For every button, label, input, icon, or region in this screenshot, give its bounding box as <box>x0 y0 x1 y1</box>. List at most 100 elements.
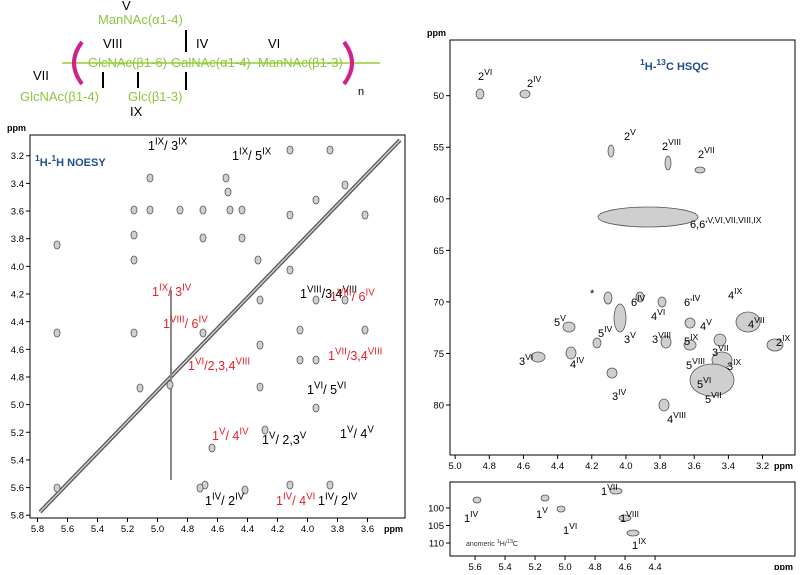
peak <box>256 295 264 305</box>
text-segment: 6' <box>684 297 692 309</box>
panel-title: 1H-1H NOESY <box>35 153 106 169</box>
superscript: V <box>300 430 307 441</box>
superscript: IX <box>690 332 698 342</box>
peak-label: 4V <box>700 317 712 333</box>
x-tick-label: 4.6 <box>618 562 631 570</box>
y-axis-label: ppm <box>7 123 26 133</box>
text-segment: / 5 <box>323 383 337 397</box>
plot-frame <box>449 481 796 557</box>
peak <box>136 383 144 393</box>
text-segment: / 3 <box>164 139 178 153</box>
superscript: V <box>630 330 636 340</box>
x-tick-label: 5.4 <box>91 524 104 535</box>
x-tick-label: 5.8 <box>31 524 44 535</box>
structure-lines <box>62 30 380 90</box>
superscript: IX <box>782 333 790 343</box>
text-segment: 1 <box>276 494 283 508</box>
peak-label: 5IV <box>598 324 613 340</box>
text-segment: anomeric <box>466 541 497 548</box>
text-segment: 3 <box>624 334 630 346</box>
text-segment: 5 <box>686 360 692 372</box>
superscript: IV <box>199 314 209 325</box>
text-segment: 4 <box>728 290 734 302</box>
peak <box>361 325 369 335</box>
text-segment: 1 <box>536 509 542 521</box>
structure-label: IV <box>196 36 209 51</box>
text-segment: H- <box>645 61 657 73</box>
peak <box>664 155 672 171</box>
peak <box>689 363 735 397</box>
peak <box>254 255 262 265</box>
superscript: IV <box>637 293 645 303</box>
y-tick-label: 5.6 <box>11 483 24 494</box>
text-segment: 3 <box>612 391 618 403</box>
peak <box>286 265 294 275</box>
superscript: V <box>347 424 354 435</box>
superscript: V <box>630 127 636 137</box>
panel-title: 1H-13C HSQC <box>640 57 709 73</box>
y-tick-label: 3.2 <box>11 151 24 162</box>
superscript: VI <box>569 521 577 531</box>
superscript: VIII <box>307 284 322 295</box>
x-tick-label: 4.8 <box>181 524 194 535</box>
x-tick-label: 4.0 <box>301 524 314 535</box>
y-tick-label: 55 <box>433 143 444 154</box>
peak <box>609 487 623 495</box>
text-segment: / 4 <box>225 429 239 443</box>
structure-label: ManNAc(β1-3) <box>258 55 343 70</box>
superscript: IV <box>533 74 541 84</box>
superscript: IV <box>182 282 192 293</box>
y-tick-label: 105 <box>428 521 444 532</box>
text-segment: 1 <box>262 433 269 447</box>
text-segment: 6 <box>631 297 637 309</box>
superscript: VIII <box>170 314 185 325</box>
peak-label: 1IX/ 3IX <box>148 136 188 153</box>
peak <box>603 291 613 305</box>
superscript: VIII <box>342 284 357 295</box>
x-axis-label: ppm <box>774 562 793 570</box>
superscript: V <box>367 424 374 435</box>
peak-label: 4VIII <box>667 410 686 426</box>
x-axis-label: ppm <box>774 461 793 471</box>
x-tick-label: 4.8 <box>588 562 601 570</box>
text-segment: 1 <box>464 513 470 525</box>
peak-label: 1VI/ 5VI <box>307 380 346 397</box>
text-segment: 5 <box>697 379 703 391</box>
y-axis-label: ppm <box>427 28 446 38</box>
x-tick-label: 3.4 <box>722 461 735 472</box>
text-segment: H NOESY <box>56 157 106 169</box>
text-segment: 1 <box>318 494 325 508</box>
peak <box>361 210 369 220</box>
superscript: VI <box>657 307 665 317</box>
superscript: IX <box>159 282 169 293</box>
peak-label: 5VI <box>697 375 711 391</box>
peak-label: 6,6'V,VI,VII,VIII,IX <box>690 215 762 231</box>
text-segment: C <box>513 541 518 548</box>
peak <box>556 505 566 513</box>
text-segment: 4 <box>651 311 657 323</box>
peak <box>312 195 320 205</box>
peak <box>613 303 627 333</box>
peak-label: 5VII <box>705 390 722 406</box>
superscript: IX <box>733 357 741 367</box>
text-segment: C HSQC <box>666 61 709 73</box>
superscript: VIII <box>658 330 671 340</box>
peak <box>312 295 320 305</box>
peak <box>519 89 531 99</box>
superscript: VIII <box>235 356 250 367</box>
y-tick-label: 75 <box>433 349 444 360</box>
y-tick-label: 65 <box>433 246 444 257</box>
y-tick-label: 5.2 <box>11 428 24 439</box>
x-tick-label: 3.6 <box>361 524 374 535</box>
peak-label: 1VI/2,3,4VIII <box>188 356 250 373</box>
text-segment: / 6 <box>352 290 366 304</box>
superscript: V,VI,VII,VIII,IX <box>707 215 761 225</box>
peak-label: 1IX/ 3IV <box>152 282 192 299</box>
peak <box>735 311 761 333</box>
peak <box>199 205 207 215</box>
y-tick-label: 4.8 <box>11 372 24 383</box>
superscript: V <box>542 505 548 515</box>
superscript: VII <box>607 482 618 492</box>
peak <box>607 144 615 158</box>
y-tick-label: 80 <box>433 400 444 411</box>
